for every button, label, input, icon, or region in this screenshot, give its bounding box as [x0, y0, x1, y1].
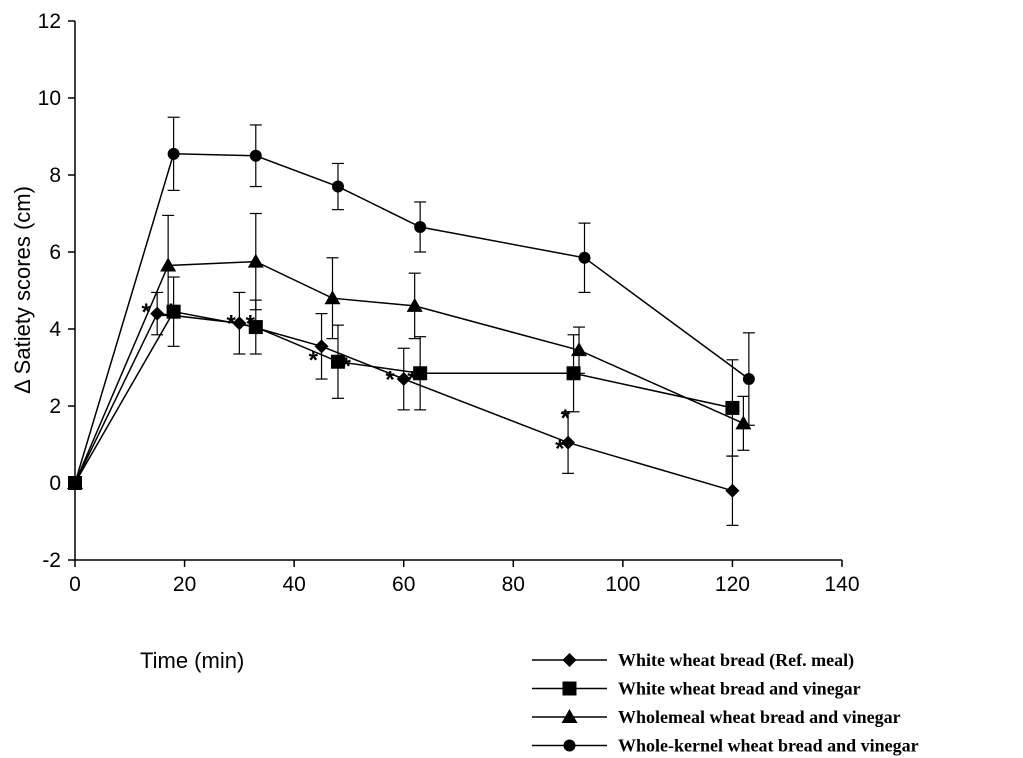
- series-1-point-5: [566, 366, 581, 381]
- y-tick-label-3: 4: [49, 318, 61, 341]
- series-0-point-4: [396, 372, 411, 387]
- y-tick-label-6: 10: [38, 87, 61, 110]
- series-markers: [67, 147, 755, 498]
- y-tick-label-1: 0: [49, 472, 61, 495]
- series-1-point-2: [248, 320, 263, 335]
- x-tick-label-0: 0: [69, 573, 81, 596]
- series-2-point-5: [571, 342, 588, 357]
- x-tick-label-4: 80: [502, 573, 525, 596]
- significance-marker-0: *: [142, 299, 152, 326]
- series-2-point-4: [406, 297, 423, 312]
- series-0-point-1: [150, 306, 165, 321]
- series-3-point-1: [167, 147, 180, 160]
- significance-marker-5: *: [342, 353, 352, 380]
- significance-marker-1: *: [166, 299, 176, 326]
- significance-marker-7: *: [407, 366, 417, 393]
- y-tick-label-2: 2: [49, 395, 61, 418]
- legend-label-1: White wheat bread and vinegar: [618, 679, 861, 699]
- significance-marker-2: *: [226, 310, 236, 337]
- series-2-point-1: [160, 257, 177, 272]
- series-1-point-3: [330, 354, 345, 369]
- annotations: * * * * * * * * * *: [142, 299, 571, 463]
- legend-marker-3: [563, 739, 576, 752]
- series-1-point-4: [413, 366, 428, 381]
- series-1-point-1: [166, 304, 181, 319]
- series-2-point-2: [247, 253, 264, 268]
- series-3-point-5: [578, 251, 591, 264]
- y-tick-label-4: 6: [49, 241, 61, 264]
- series-0-point-3: [314, 339, 329, 354]
- significance-marker-3: *: [246, 310, 256, 337]
- y-tick-label-7: 12: [38, 10, 61, 33]
- series-3-point-6: [742, 373, 755, 386]
- series-2-point-6: [735, 415, 752, 430]
- series-3-point-3: [331, 180, 344, 193]
- legend-label-0: White wheat bread (Ref. meal): [618, 650, 854, 671]
- series-0-point-6: [725, 483, 740, 498]
- legend: White wheat bread (Ref. meal) White wheat…: [532, 650, 919, 756]
- legend-marker-1: [562, 681, 577, 696]
- y-tick-label-0: -2: [42, 549, 61, 572]
- x-axis-label: Time (min): [140, 648, 244, 673]
- significance-marker-6: *: [385, 366, 395, 393]
- series-lines: [74, 153, 750, 492]
- x-tick-label-7: 140: [824, 573, 859, 596]
- legend-label-3: Whole-kernel wheat bread and vinegar: [618, 736, 919, 756]
- x-tick-label-5: 100: [605, 573, 640, 596]
- x-tick-label-3: 60: [392, 573, 415, 596]
- series-2-point-3: [324, 290, 341, 305]
- significance-marker-9: *: [555, 436, 565, 463]
- legend-label-2: Wholemeal wheat bread and vinegar: [618, 707, 901, 727]
- series-0-point-2: [232, 316, 247, 331]
- y-tick-label-5: 8: [49, 164, 61, 187]
- significance-marker-8: *: [561, 405, 571, 432]
- series-0-point-5: [561, 435, 576, 450]
- legend-marker-0: [562, 653, 577, 667]
- series-3-point-4: [414, 220, 427, 233]
- significance-marker-4: *: [309, 347, 319, 374]
- series-1-point-6: [725, 400, 740, 415]
- x-tick-label-2: 40: [282, 573, 305, 596]
- x-tick-label-1: 20: [173, 573, 196, 596]
- series-3-point-0: [69, 477, 81, 489]
- legend-marker-2: [561, 709, 578, 723]
- x-tick-label-6: 120: [715, 573, 750, 596]
- y-axis-label: Δ Satiety scores (cm): [10, 186, 35, 394]
- series-3-point-2: [249, 149, 262, 162]
